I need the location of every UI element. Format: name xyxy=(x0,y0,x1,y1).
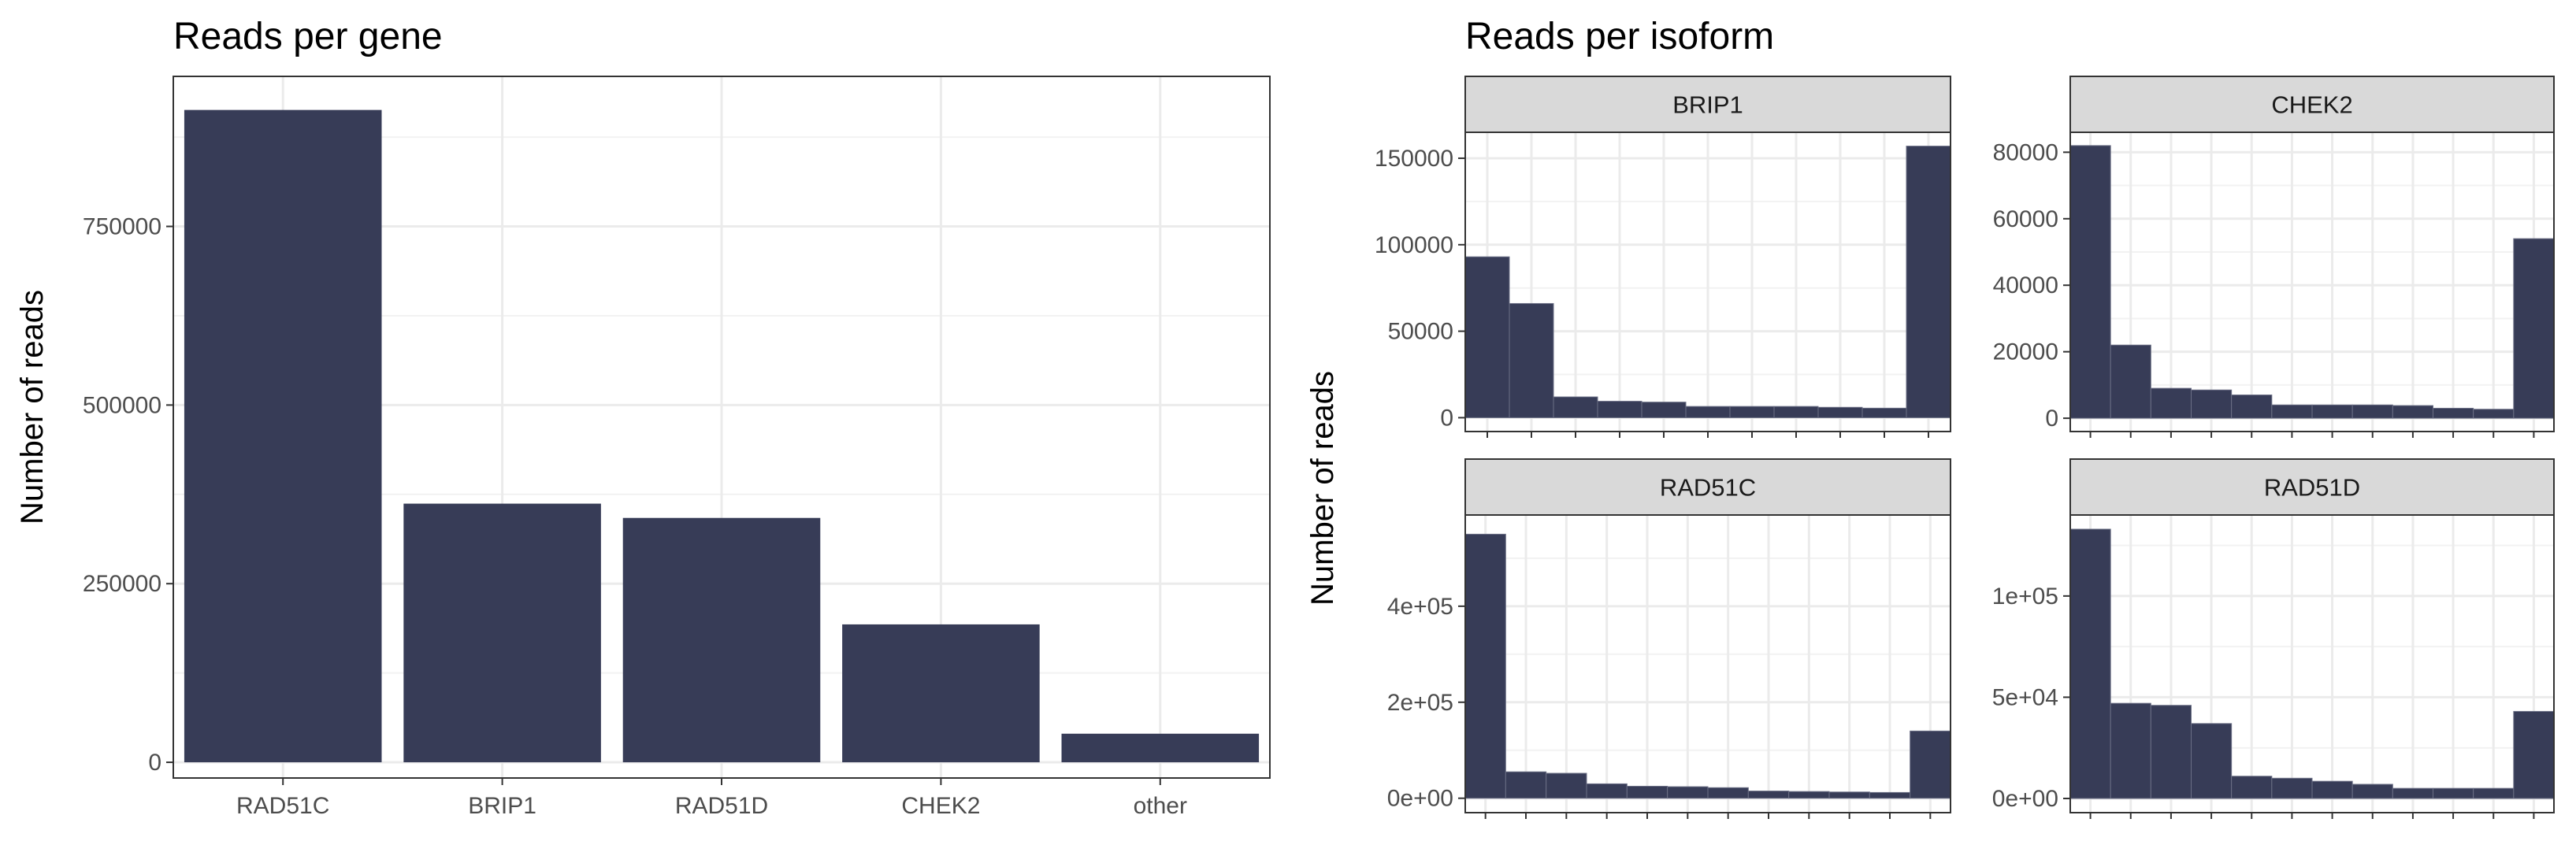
isoform-bar xyxy=(2351,784,2393,799)
isoform-bar xyxy=(1707,787,1749,799)
facet-panel-bg xyxy=(1465,515,1951,813)
gene-bar xyxy=(403,503,601,763)
isoform-bar xyxy=(1509,302,1554,418)
isoform-bar xyxy=(2069,145,2111,419)
facet-panel-border xyxy=(2069,514,2555,813)
isoform-bar xyxy=(2231,395,2273,419)
isoform-bar xyxy=(1641,402,1687,418)
isoform-bar xyxy=(1586,783,1628,799)
facet-panel-border xyxy=(2069,132,2555,432)
facet-strip-label: BRIP1 xyxy=(1672,91,1743,119)
facet-y-tick-label: 80000 xyxy=(1993,139,2058,165)
isoform-bar xyxy=(2271,777,2313,799)
isoform-bar xyxy=(1788,791,1830,799)
facet-y-tick-label: 50000 xyxy=(1388,319,1453,345)
isoform-bar xyxy=(1747,791,1790,799)
gene-chart: Reads per gene Number of reads 0 250000 50… xyxy=(15,16,1271,819)
facet-chek2: CHEK2 0 20000 40000 60000 80000 xyxy=(1993,76,2555,438)
facet-y-tick-label: 20000 xyxy=(1993,339,2058,365)
isoform-bar xyxy=(2110,702,2151,799)
facet-y-tick-label: 4e+05 xyxy=(1387,594,1453,620)
isoform-bar xyxy=(1626,785,1668,799)
facet-strip-label: CHEK2 xyxy=(2271,91,2352,119)
isoform-bar xyxy=(1553,396,1598,418)
isoform-bar xyxy=(2271,404,2313,419)
facet-y-tick-label: 40000 xyxy=(1993,272,2058,298)
isoform-bar xyxy=(1597,401,1642,418)
isoform-bar xyxy=(2392,787,2433,799)
facet-strip-label: RAD51C xyxy=(1660,474,1756,502)
isoform-bar xyxy=(1464,256,1510,418)
isoform-bar xyxy=(1773,406,1819,418)
isoform-bar xyxy=(1817,406,1863,418)
gene-x-tick-label: RAD51C xyxy=(236,793,329,819)
isoform-bar xyxy=(2069,528,2111,799)
facet-y-tick-label: 1e+05 xyxy=(1992,584,2058,609)
isoform-bar xyxy=(1685,406,1731,418)
isoform-bar xyxy=(2513,710,2555,799)
gene-bar xyxy=(1061,733,1260,763)
gene-bar xyxy=(184,109,382,763)
facet-y-tick-label: 5e+04 xyxy=(1992,684,2058,710)
isoform-chart-ylabel: Number of reads xyxy=(1305,371,1340,606)
facet-rad51d: RAD51D 0e+00 5e+04 1e+05 xyxy=(1992,458,2555,819)
isoform-bar xyxy=(2392,405,2433,419)
isoform-bar xyxy=(2473,787,2515,799)
gene-chart-ylabel: Number of reads xyxy=(15,290,50,524)
isoform-chart: Reads per isoform Number of reads BRIP1 0… xyxy=(1305,16,2555,819)
gene-chart-title: Reads per gene xyxy=(173,16,443,57)
isoform-bar xyxy=(2311,404,2353,419)
gene-y-tick-label: 250000 xyxy=(83,571,161,597)
gene-bar xyxy=(842,624,1040,763)
facet-rad51c: RAD51C 0e+00 2e+05 4e+05 xyxy=(1387,458,1951,819)
facet-strip xyxy=(1464,458,1951,516)
isoform-bar xyxy=(2473,409,2515,419)
facet-strip xyxy=(2069,458,2555,516)
isoform-bar xyxy=(1869,791,1911,799)
facet-y-tick-label: 0e+00 xyxy=(1992,786,2058,812)
isoform-bar xyxy=(2191,723,2233,799)
facet-y-tick-label: 0e+00 xyxy=(1387,786,1453,812)
facet-brip1: BRIP1 0 50000 100000 150000 xyxy=(1375,76,1951,438)
isoform-bar xyxy=(2110,344,2151,419)
gene-x-tick-label: CHEK2 xyxy=(901,793,980,819)
gene-x-tick-label: other xyxy=(1134,793,1187,819)
isoform-bar xyxy=(2231,776,2273,799)
isoform-bar xyxy=(1910,730,1951,799)
facet-y-tick-label: 2e+05 xyxy=(1387,690,1453,716)
gene-bar xyxy=(622,517,821,763)
isoform-chart-title: Reads per isoform xyxy=(1465,16,1774,57)
isoform-bar xyxy=(1828,791,1870,799)
isoform-bar xyxy=(2150,387,2192,419)
isoform-bar xyxy=(1667,786,1709,799)
isoform-bar xyxy=(2351,404,2393,419)
gene-panel: 0 250000 500000 750000 RAD51C BRIP1 RAD51D CHEK… xyxy=(83,76,1271,819)
facet-y-tick-label: 100000 xyxy=(1375,232,1453,258)
isoform-bar xyxy=(2150,705,2192,799)
gene-x-tick-label: RAD51D xyxy=(675,793,768,819)
gene-y-tick-label: 750000 xyxy=(83,214,161,240)
facet-y-tick-label: 150000 xyxy=(1375,146,1453,172)
facet-y-tick-label: 0 xyxy=(2045,406,2058,432)
isoform-bar xyxy=(2433,787,2474,799)
gene-y-tick-label: 500000 xyxy=(83,392,161,418)
isoform-bar xyxy=(2191,389,2233,419)
isoform-bar xyxy=(1546,772,1587,799)
gene-x-tick-label: BRIP1 xyxy=(468,793,536,819)
facet-strip xyxy=(2069,76,2555,133)
isoform-bar xyxy=(2433,407,2474,419)
isoform-bar xyxy=(1464,533,1506,799)
isoform-bar xyxy=(1906,146,1951,418)
facet-strip-label: RAD51D xyxy=(2264,474,2360,502)
facet-y-tick-label: 0 xyxy=(1440,405,1453,431)
isoform-bar xyxy=(2311,780,2353,799)
isoform-bar xyxy=(1729,406,1775,418)
facet-y-tick-label: 60000 xyxy=(1993,206,2058,232)
isoform-bar xyxy=(1861,407,1907,418)
facet-panel-border xyxy=(1464,514,1951,813)
gene-y-tick-label: 0 xyxy=(148,750,161,776)
isoform-bar xyxy=(2513,238,2555,419)
isoform-bar xyxy=(1505,771,1547,799)
